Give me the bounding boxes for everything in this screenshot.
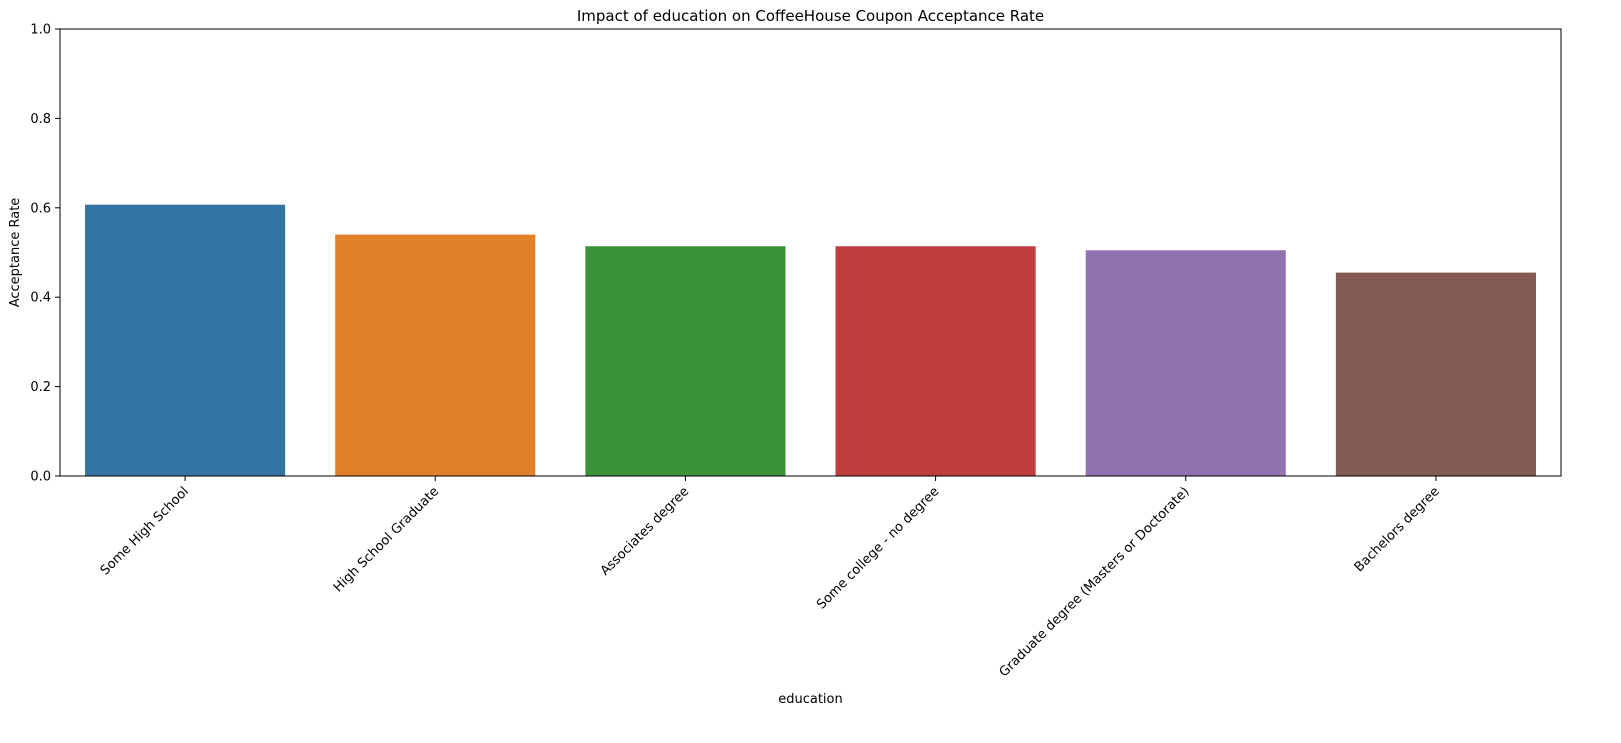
- y-tick-label: 0.8: [30, 112, 51, 127]
- plot-frame: [59, 28, 1562, 477]
- bar-5: [1335, 272, 1536, 476]
- x-tick-label: Graduate degree (Masters or Doctorate): [997, 484, 1193, 680]
- y-tick-label: 1.0: [30, 23, 51, 38]
- x-tick-label: Bachelors degree: [1352, 484, 1443, 575]
- bar-0: [85, 204, 286, 477]
- y-tick-label: 0.0: [30, 470, 51, 485]
- x-tick-label: Some High School: [98, 484, 192, 578]
- bar-2: [585, 246, 786, 476]
- y-tick-label: 0.6: [30, 201, 51, 216]
- y-tick-label: 0.4: [30, 291, 51, 306]
- y-tick-label: 0.2: [30, 380, 51, 395]
- x-tick-label: High School Graduate: [331, 484, 442, 595]
- bar-3: [835, 246, 1036, 476]
- axes-layer: [59, 28, 1562, 477]
- x-axis-label: education: [778, 692, 843, 707]
- bars-layer: [85, 204, 1536, 477]
- x-tick-label: Some college - no degree: [814, 484, 942, 612]
- bar-1: [335, 234, 536, 476]
- x-tick-label: Associates degree: [598, 484, 693, 579]
- bar-4: [1085, 250, 1286, 476]
- y-axis-label: Acceptance Rate: [8, 198, 23, 308]
- chart-title: Impact of education on CoffeeHouse Coupo…: [577, 7, 1044, 25]
